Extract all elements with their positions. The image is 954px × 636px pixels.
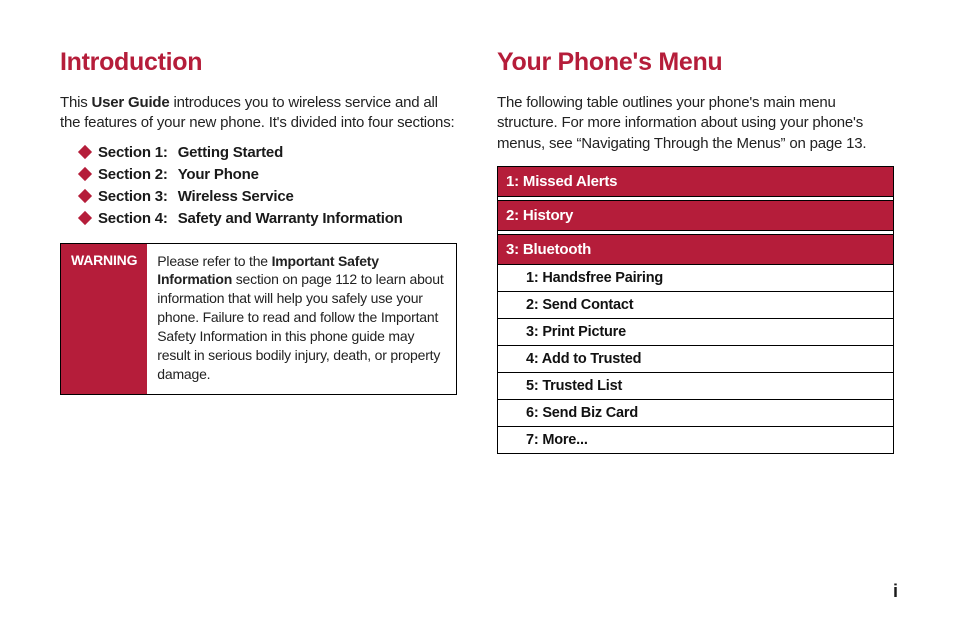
section-item: Section 4: Safety and Warranty Informati… [80, 210, 457, 227]
menu-sub-row: 5: Trusted List [498, 372, 893, 399]
diamond-bullet-icon [78, 145, 92, 159]
intro-text-pre: This [60, 94, 92, 111]
menu-header-row: 3: Bluetooth [498, 234, 893, 264]
page-spread: Introduction This User Guide introduces … [60, 48, 894, 454]
section-title: Wireless Service [178, 188, 294, 205]
menu-sub-row: 4: Add to Trusted [498, 345, 893, 372]
menu-sub-row: 6: Send Biz Card [498, 399, 893, 426]
column-introduction: Introduction This User Guide introduces … [60, 48, 457, 454]
heading-introduction: Introduction [60, 48, 457, 77]
section-prefix: Section 3: [98, 188, 168, 205]
menu-header-row: 1: Missed Alerts [498, 166, 893, 196]
section-item: Section 3: Wireless Service [80, 188, 457, 205]
intro-user-guide-bold: User Guide [92, 94, 170, 111]
section-title: Getting Started [178, 144, 283, 161]
menu-header-row: 2: History [498, 200, 893, 230]
menu-sub-row: 2: Send Contact [498, 291, 893, 318]
diamond-bullet-icon [78, 189, 92, 203]
warning-text-pre: Please refer to the [157, 253, 271, 269]
menu-sub-row: 7: More... [498, 426, 893, 453]
menu-intro-paragraph: The following table outlines your phone'… [497, 93, 894, 154]
menu-sub-row: 3: Print Picture [498, 318, 893, 345]
page-number: i [893, 581, 898, 602]
column-menu: Your Phone's Menu The following table ou… [497, 48, 894, 454]
warning-text-post: section on page 112 to learn about infor… [157, 271, 443, 381]
diamond-bullet-icon [78, 211, 92, 225]
menu-sub-row: 1: Handsfree Pairing [498, 264, 893, 291]
warning-label: WARNING [61, 244, 147, 394]
section-title: Your Phone [178, 166, 259, 183]
section-prefix: Section 1: [98, 144, 168, 161]
section-title: Safety and Warranty Information [178, 210, 403, 227]
heading-menu: Your Phone's Menu [497, 48, 894, 77]
section-item: Section 2: Your Phone [80, 166, 457, 183]
menu-table: 1: Missed Alerts 2: History 3: Bluetooth… [497, 166, 894, 454]
section-prefix: Section 4: [98, 210, 168, 227]
warning-body: Please refer to the Important Safety Inf… [147, 244, 456, 394]
intro-paragraph: This User Guide introduces you to wirele… [60, 93, 457, 134]
warning-box: WARNING Please refer to the Important Sa… [60, 243, 457, 395]
section-item: Section 1: Getting Started [80, 144, 457, 161]
section-list: Section 1: Getting Started Section 2: Yo… [60, 144, 457, 227]
diamond-bullet-icon [78, 167, 92, 181]
section-prefix: Section 2: [98, 166, 168, 183]
